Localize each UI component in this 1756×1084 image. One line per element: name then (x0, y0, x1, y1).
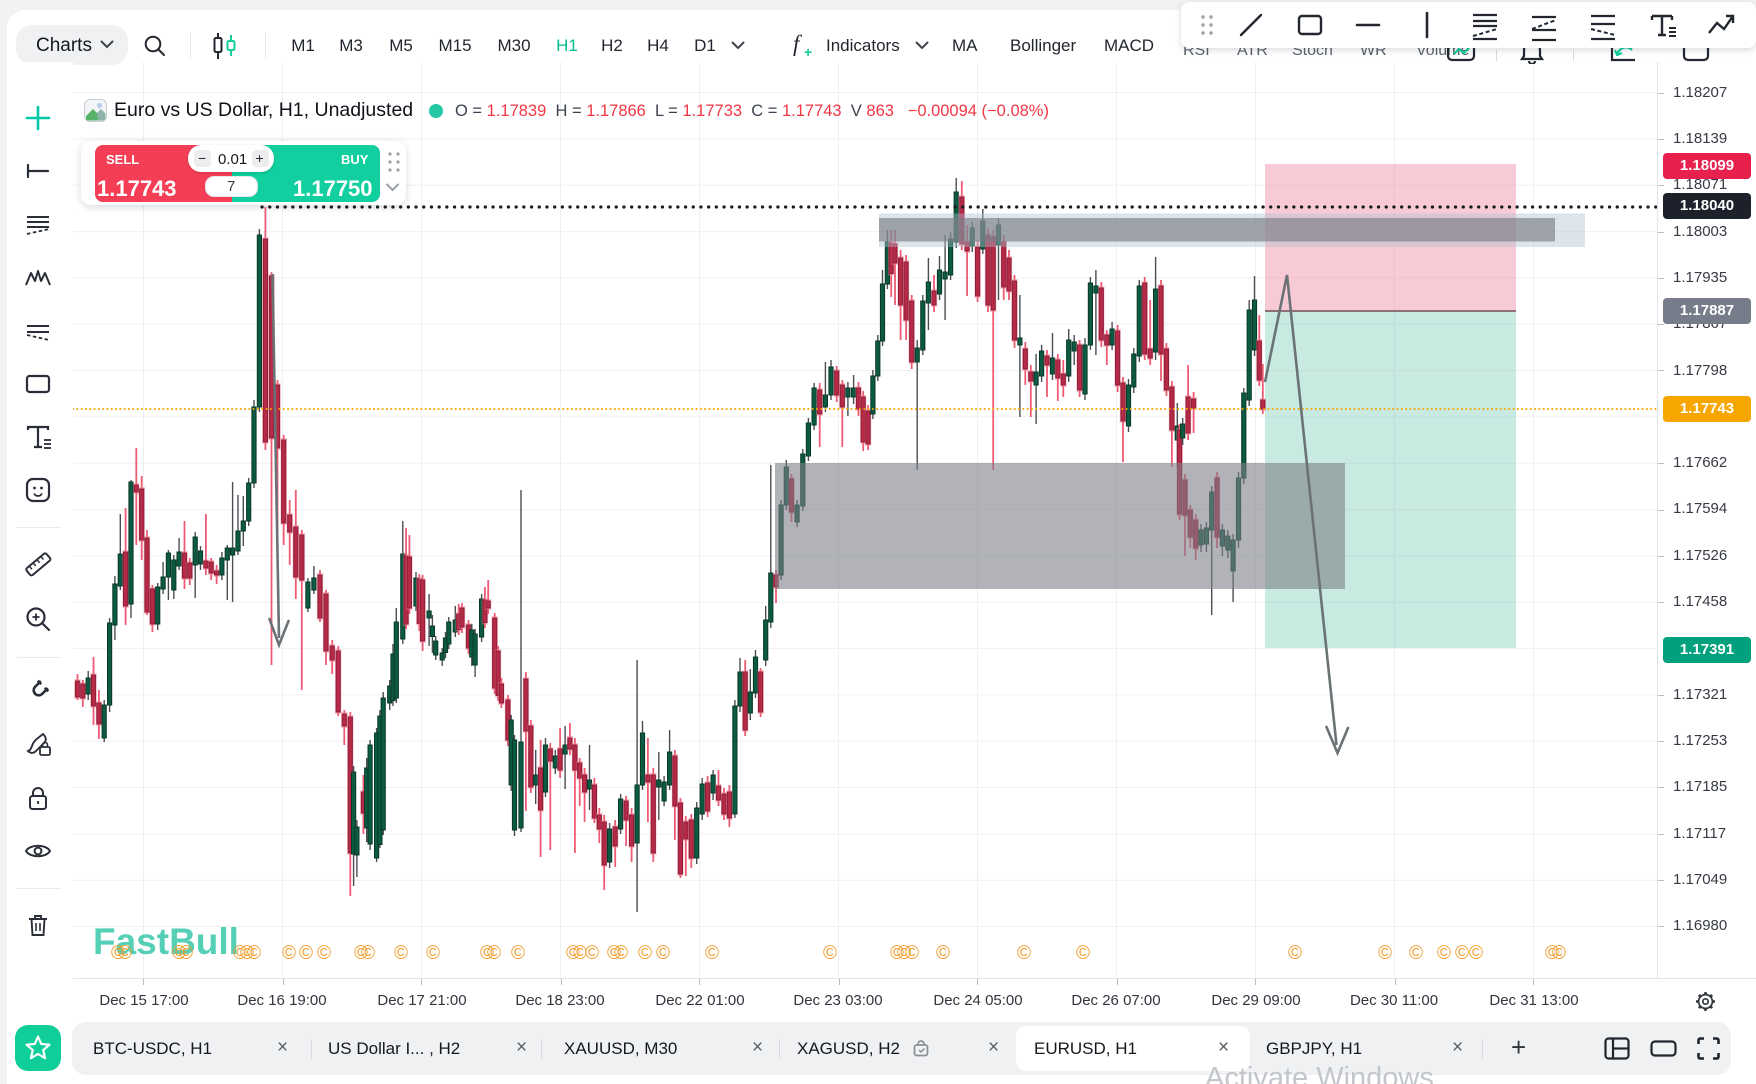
svg-text:©: © (1552, 943, 1566, 964)
svg-text:©: © (282, 943, 296, 964)
svg-text:©: © (897, 943, 911, 964)
svg-text:©: © (511, 943, 525, 964)
svg-text:©: © (1437, 943, 1451, 964)
svg-text:©: © (179, 943, 193, 964)
svg-text:©: © (705, 943, 719, 964)
svg-text:©: © (936, 943, 950, 964)
svg-text:©: © (172, 943, 186, 964)
svg-text:©: © (394, 943, 408, 964)
svg-text:©: © (656, 943, 670, 964)
svg-text:©: © (1378, 943, 1392, 964)
svg-text:FastBull: FastBull (93, 921, 239, 962)
svg-text:©: © (1288, 943, 1302, 964)
svg-text:©: © (573, 943, 587, 964)
svg-text:©: © (240, 943, 254, 964)
svg-text:©: © (247, 943, 261, 964)
svg-text:©: © (111, 943, 125, 964)
svg-text:©: © (905, 943, 919, 964)
svg-text:©: © (426, 943, 440, 964)
svg-text:©: © (118, 943, 132, 964)
svg-text:©: © (299, 943, 313, 964)
svg-text:©: © (1455, 943, 1469, 964)
svg-text:©: © (1545, 943, 1559, 964)
svg-text:©: © (585, 943, 599, 964)
svg-text:©: © (1469, 943, 1483, 964)
svg-text:©: © (607, 943, 621, 964)
svg-text:©: © (317, 943, 331, 964)
svg-text:©: © (361, 943, 375, 964)
svg-text:©: © (480, 943, 494, 964)
svg-text:©: © (566, 943, 580, 964)
svg-text:©: © (487, 943, 501, 964)
svg-text:©: © (1076, 943, 1090, 964)
svg-text:©: © (1409, 943, 1423, 964)
svg-text:©: © (823, 943, 837, 964)
svg-text:©: © (354, 943, 368, 964)
svg-text:©: © (638, 943, 652, 964)
svg-text:©: © (233, 943, 247, 964)
svg-text:©: © (614, 943, 628, 964)
svg-text:©: © (890, 943, 904, 964)
svg-text:©: © (1017, 943, 1031, 964)
